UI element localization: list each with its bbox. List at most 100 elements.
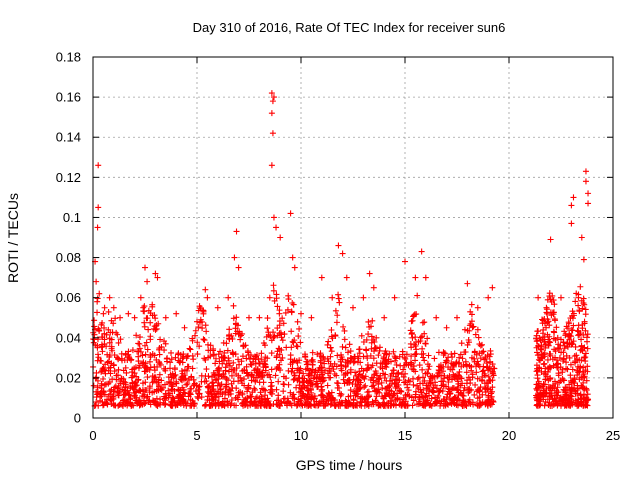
data-point [151,312,158,319]
axis-ticks: 0 5 10 15 20 25 0 0.02 0.04 0.06 0.08 0.1 0.12 0.14 0.… [56,50,621,444]
data-point [201,378,208,385]
data-point [472,331,479,338]
data-point [381,314,388,321]
data-point [534,387,541,394]
data-point [391,379,398,386]
data-point [541,315,548,322]
data-point [557,364,564,371]
data-point [477,342,484,349]
data-point [412,334,419,341]
data-point [131,392,138,399]
data-point [568,220,575,227]
data-point [133,373,140,380]
data-point [463,363,470,370]
data-point [235,378,242,385]
data-point [274,397,281,404]
data-point [152,326,159,333]
data-point [141,364,148,371]
data-point [418,248,425,255]
data-point [111,368,118,375]
data-point [317,392,324,399]
data-point [433,385,440,392]
data-point [455,378,462,385]
data-point [256,314,263,321]
data-point [443,357,450,364]
data-point [93,399,100,406]
data-point [328,348,335,355]
data-point [255,355,262,362]
data-point [478,341,485,348]
data-point [410,381,417,388]
x-tick-label: 0 [89,428,96,443]
data-point [314,380,321,387]
data-point [462,348,469,355]
data-point [206,397,213,404]
data-point [141,393,148,400]
data-point [95,325,102,332]
data-point [199,325,206,332]
data-point [108,397,115,404]
data-point [178,368,185,375]
data-point [311,402,318,409]
data-point [471,358,478,365]
data-point [360,294,367,301]
data-point [487,401,494,408]
data-point [143,394,150,401]
data-point [262,387,269,394]
data-point [204,294,211,301]
data-point [543,324,550,331]
data-point [277,357,284,364]
data-point [113,329,120,336]
data-point [370,284,377,291]
data-point [185,390,192,397]
data-point [564,340,571,347]
data-point [289,254,296,261]
data-point [551,346,558,353]
data-point [547,384,554,391]
data-point [373,399,380,406]
data-point [445,364,452,371]
y-tick-label: 0 [74,411,81,426]
data-point [260,386,267,393]
data-point [239,353,246,360]
data-point [287,361,294,368]
data-point [547,296,554,303]
data-point [248,371,255,378]
data-point [107,364,114,371]
data-point [431,373,438,380]
data-point [108,343,115,350]
data-point [371,345,378,352]
data-point [545,342,552,349]
data-point [583,387,590,394]
data-point [314,351,321,358]
data-point [365,318,372,325]
data-point [370,355,377,362]
data-point [215,366,222,373]
data-point [126,355,133,362]
data-point [180,398,187,405]
data-point [393,361,400,368]
data-point [318,388,325,395]
data-point [537,389,544,396]
data-point [387,397,394,404]
data-point [299,390,306,397]
data-point [544,319,551,326]
data-point [578,374,585,381]
data-point [324,355,331,362]
data-point [128,374,135,381]
data-point [560,349,567,356]
data-point [367,323,374,330]
data-point [580,256,587,263]
data-point [344,357,351,364]
data-point [419,333,426,340]
data-point [329,335,336,342]
data-point [244,372,251,379]
data-point [480,348,487,355]
data-point [555,372,562,379]
data-point [409,334,416,341]
data-point [558,294,564,301]
data-point [544,373,551,380]
data-point [105,326,112,333]
data-point [454,384,461,391]
data-point [304,402,311,409]
